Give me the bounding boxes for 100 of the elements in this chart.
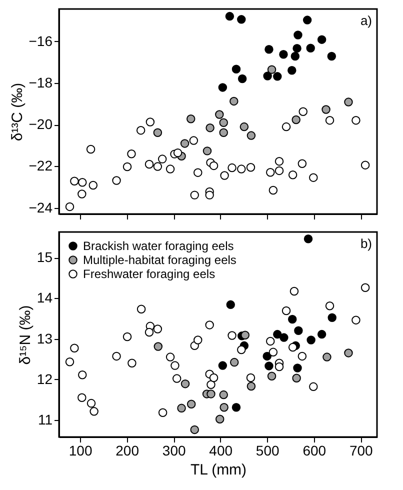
point [166,164,175,174]
y-tick-label: −22 [28,158,53,174]
point [246,131,256,140]
point [205,190,214,200]
point [190,425,199,434]
point [288,66,296,75]
point [127,149,136,158]
point [304,234,313,244]
point [282,306,291,316]
point [237,345,246,354]
point [78,393,86,402]
point [194,168,202,177]
point [86,398,96,408]
point [352,316,360,324]
point [288,170,298,180]
point [158,408,168,418]
point [194,336,202,344]
point [78,370,87,380]
point [292,115,300,124]
point [322,352,332,362]
x-axis-title: TL (mm) [190,462,247,478]
point [170,361,180,370]
point [327,52,336,61]
point [238,74,247,84]
x-tick-label: 200 [116,442,140,458]
point [302,16,312,24]
point [232,403,241,412]
point [246,373,256,382]
point [266,168,275,177]
point [172,374,182,383]
point [70,344,79,352]
y-axis-title: δ¹³C (‰) [8,82,26,142]
point [237,164,246,174]
point [219,128,228,137]
point [166,352,175,362]
point [228,331,236,340]
point [190,190,199,200]
annotation: a) [360,13,372,28]
point [230,96,238,106]
point [225,12,234,21]
point [298,352,307,361]
point [112,176,121,185]
point [240,330,250,340]
point [309,382,318,392]
point [136,304,146,314]
point [186,114,196,124]
point [206,123,214,132]
point [206,380,216,389]
point [274,166,284,176]
point [219,118,228,127]
point [209,373,218,382]
point [144,160,154,169]
point [352,116,360,125]
point [268,348,278,357]
point [298,107,308,116]
point [280,333,288,342]
point [317,330,326,339]
point [70,176,79,186]
point [274,362,284,372]
point [309,173,318,182]
point [294,326,303,336]
point [136,126,146,135]
point [122,162,132,172]
point [306,44,315,52]
point [180,379,190,388]
point [344,348,353,358]
point [290,52,300,61]
y-tick-label: −24 [28,199,53,216]
point [344,98,353,106]
point [88,180,98,190]
x-tick-label: 500 [256,442,280,458]
point [128,358,136,368]
point [186,400,196,408]
y-tick-label: −20 [28,116,53,132]
point [230,358,239,367]
point [144,328,154,337]
point [122,332,132,342]
point [325,116,334,125]
point [153,162,162,171]
point [218,83,228,92]
point [153,128,162,137]
point [298,159,307,168]
point [240,122,249,132]
point [266,336,275,346]
point [206,390,216,398]
point [153,324,162,334]
legend-label: Brackish water foraging eels [83,239,234,253]
point [292,374,301,383]
point [146,118,155,126]
x-tick-label: 400 [209,442,233,458]
point [226,300,235,310]
point [220,171,229,180]
point [325,302,334,310]
point [177,404,186,413]
point [209,161,218,170]
x-tick-label: 100 [68,442,92,458]
point [237,15,246,24]
point [292,44,302,53]
point [264,362,274,370]
point [262,352,272,361]
